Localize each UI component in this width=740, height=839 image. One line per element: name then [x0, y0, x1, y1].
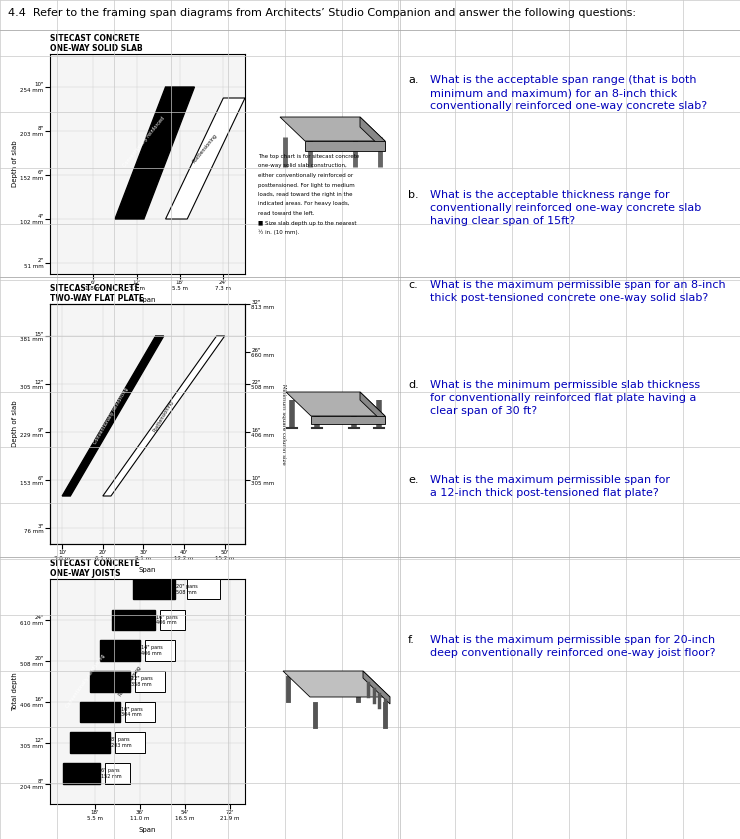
Text: 10" pans
304 mm: 10" pans 304 mm: [121, 706, 143, 717]
Y-axis label: Depth of slab: Depth of slab: [12, 401, 18, 447]
Polygon shape: [283, 671, 390, 697]
Text: What is the maximum permissible span for an 8-inch: What is the maximum permissible span for…: [430, 280, 726, 290]
Polygon shape: [103, 336, 225, 496]
Text: a 12-inch thick post-tensioned flat plate?: a 12-inch thick post-tensioned flat plat…: [430, 488, 659, 498]
Text: deep conventionally reinforced one-way joist floor?: deep conventionally reinforced one-way j…: [430, 648, 716, 658]
Polygon shape: [363, 671, 390, 704]
Polygon shape: [286, 392, 385, 416]
Text: either conventionally reinforced or: either conventionally reinforced or: [258, 173, 353, 178]
Polygon shape: [305, 141, 385, 151]
Text: What is the maximum permissible span for: What is the maximum permissible span for: [430, 475, 670, 485]
X-axis label: Span: Span: [139, 297, 156, 303]
Text: 8" pans
203 mm: 8" pans 203 mm: [111, 737, 132, 748]
Text: 4.4  Refer to the framing span diagrams from Architects’ Studio Companion and an: 4.4 Refer to the framing span diagrams f…: [8, 8, 636, 18]
Text: Posttensioning: Posttensioning: [118, 665, 142, 697]
Polygon shape: [311, 416, 385, 424]
Text: posttensioned. For light to medium: posttensioned. For light to medium: [258, 183, 354, 187]
Polygon shape: [115, 732, 145, 753]
Text: ½ in. (10 mm).: ½ in. (10 mm).: [258, 230, 300, 236]
Polygon shape: [360, 117, 385, 151]
Text: a.: a.: [408, 75, 419, 85]
Text: c.: c.: [408, 280, 418, 290]
Y-axis label: Minimum square column size: Minimum square column size: [280, 383, 286, 464]
Polygon shape: [135, 671, 165, 691]
Text: Posttensioning: Posttensioning: [152, 399, 175, 433]
Polygon shape: [115, 87, 195, 219]
Polygon shape: [70, 732, 110, 753]
Text: What is the maximum permissible span for 20-inch: What is the maximum permissible span for…: [430, 635, 715, 645]
Polygon shape: [187, 579, 220, 599]
Text: 16" pans
406 mm: 16" pans 406 mm: [156, 614, 178, 625]
Text: indicated areas. For heavy loads,: indicated areas. For heavy loads,: [258, 201, 349, 206]
Text: for conventionally reinforced flat plate having a: for conventionally reinforced flat plate…: [430, 393, 696, 403]
Text: having clear span of 15ft?: having clear span of 15ft?: [430, 216, 575, 226]
Text: one-way solid slab construction,: one-way solid slab construction,: [258, 164, 347, 169]
Polygon shape: [62, 763, 100, 784]
Text: 14" pans
406 mm: 14" pans 406 mm: [141, 645, 163, 656]
Text: read toward the left.: read toward the left.: [258, 211, 314, 216]
Text: Posttensioning: Posttensioning: [192, 133, 218, 164]
Text: SITECAST CONCRETE
ONE-WAY JOISTS: SITECAST CONCRETE ONE-WAY JOISTS: [50, 559, 140, 578]
Polygon shape: [160, 610, 185, 630]
Text: f.: f.: [408, 635, 415, 645]
Polygon shape: [105, 763, 130, 784]
Polygon shape: [360, 392, 385, 424]
Polygon shape: [100, 640, 140, 661]
X-axis label: Span: Span: [139, 566, 156, 572]
Text: 20" pans
508 mm: 20" pans 508 mm: [176, 584, 198, 595]
Text: loads, read toward the right in the: loads, read toward the right in the: [258, 192, 352, 197]
Text: thick post-tensioned concrete one-way solid slab?: thick post-tensioned concrete one-way so…: [430, 293, 708, 303]
Text: What is the minimum permissible slab thickness: What is the minimum permissible slab thi…: [430, 380, 700, 390]
Polygon shape: [280, 117, 385, 141]
Text: Conventionally reinforcing: Conventionally reinforcing: [92, 387, 130, 446]
Polygon shape: [145, 640, 175, 661]
Polygon shape: [80, 701, 120, 722]
Text: What is the acceptable thickness range for: What is the acceptable thickness range f…: [430, 190, 670, 200]
Polygon shape: [112, 610, 155, 630]
Text: 6" pans
152 mm: 6" pans 152 mm: [101, 768, 122, 779]
Text: conventionally reinforced one-way concrete slab: conventionally reinforced one-way concre…: [430, 203, 702, 213]
Text: Conventionally reinforced: Conventionally reinforced: [122, 116, 166, 168]
Text: clear span of 30 ft?: clear span of 30 ft?: [430, 406, 537, 416]
Polygon shape: [90, 671, 130, 691]
Text: d.: d.: [408, 380, 419, 390]
Polygon shape: [125, 701, 155, 722]
X-axis label: Span: Span: [139, 826, 156, 832]
Text: minimum and maximum) for an 8-inch thick: minimum and maximum) for an 8-inch thick: [430, 88, 677, 98]
Polygon shape: [132, 579, 175, 599]
Y-axis label: Total depth: Total depth: [12, 672, 18, 711]
Text: The top chart is for sitecast concrete: The top chart is for sitecast concrete: [258, 154, 359, 159]
Y-axis label: Depth of slab: Depth of slab: [12, 141, 18, 187]
Text: conventionally reinforced one-way concrete slab?: conventionally reinforced one-way concre…: [430, 101, 707, 111]
Polygon shape: [166, 98, 245, 219]
Text: ■ Size slab depth up to the nearest: ■ Size slab depth up to the nearest: [258, 221, 357, 226]
Polygon shape: [62, 336, 164, 496]
Text: SITECAST CONCRETE
ONE-WAY SOLID SLAB: SITECAST CONCRETE ONE-WAY SOLID SLAB: [50, 34, 143, 53]
Text: e.: e.: [408, 475, 419, 485]
Text: b.: b.: [408, 190, 419, 200]
Text: SITECAST CONCRETE
TWO-WAY FLAT PLATE: SITECAST CONCRETE TWO-WAY FLAT PLATE: [50, 284, 144, 303]
Text: What is the acceptable span range (that is both: What is the acceptable span range (that …: [430, 75, 696, 85]
Text: 12" pans
358 mm: 12" pans 358 mm: [131, 676, 153, 686]
Text: Conventionally reinforcing: Conventionally reinforcing: [64, 654, 106, 709]
